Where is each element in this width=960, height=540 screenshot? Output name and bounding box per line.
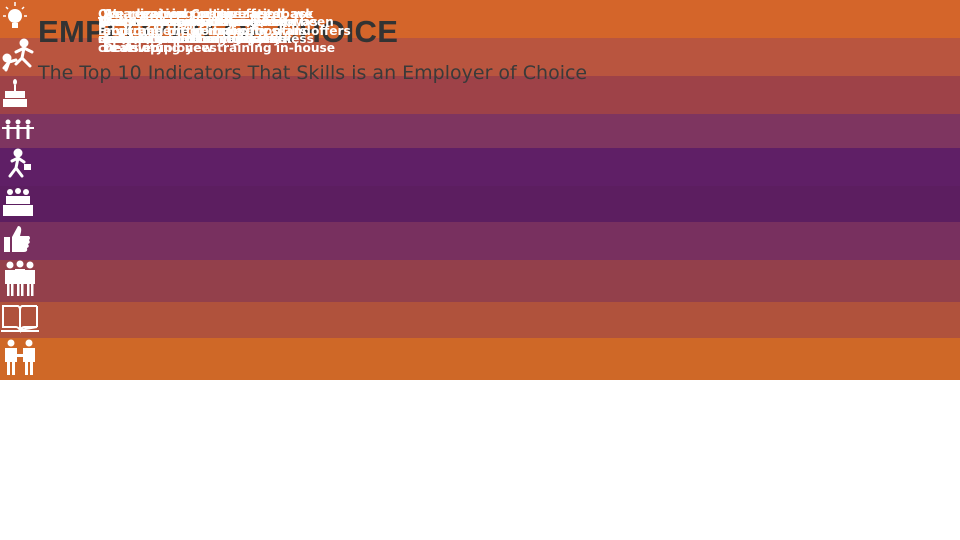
icon	[0, 222, 960, 260]
item-text: xx% skilled employees have been around fo…	[103, 14, 334, 48]
text-line: The Culture of skills is one of	[98, 15, 299, 29]
text-line: Skills have a positive	[98, 15, 244, 29]
text-line: friends and family to skills	[103, 32, 286, 46]
subtitle: The Top 10 Indicators That Skills is an …	[38, 62, 588, 84]
icon	[0, 186, 960, 222]
text-line: The people and colleagues	[98, 15, 282, 29]
text-line: Our turnover rate for 2018 was	[103, 15, 318, 29]
text-line: make it fun to come to work	[98, 32, 292, 46]
item-text: Skills have a positive reputation in the …	[98, 14, 281, 48]
card: Skills have a positive reputation in the …	[0, 15, 960, 148]
text-line: We received positive feedback	[103, 6, 314, 21]
text-line: skills End up Coming Back!	[98, 32, 284, 46]
text-line: embrace the complexity of	[103, 23, 287, 38]
icon	[0, 338, 960, 380]
text-line: to its employees	[103, 40, 217, 55]
card: As a learning organization, we embrace th…	[0, 7, 960, 338]
card: We received positive feedback about all o…	[0, 7, 960, 260]
title: EMPLOYER OF CHOICE	[38, 14, 399, 49]
text-line: about all of the training skills offers	[103, 23, 351, 38]
item-text: We received positive feedback about all o…	[103, 6, 351, 57]
card: The people and colleagues make it fun to …	[0, 15, 960, 114]
card: xx% skilled employees have been around fo…	[0, 15, 960, 222]
text-line: xx% skilled employees have been	[103, 15, 334, 29]
card: Employees refer their friends and family …	[0, 15, 960, 380]
text-line: Organization Culture faster as	[98, 6, 307, 21]
item-text: The people and colleagues make it fun to …	[98, 14, 292, 48]
text-line: reputation in the company	[98, 32, 281, 46]
item-text: The Culture of skills is one of creativit…	[98, 14, 314, 48]
item-text: Many Employees who leave skills End up Co…	[98, 14, 287, 48]
text-line: creativity trust and playfulness	[98, 32, 314, 46]
text-line: Employees refer their	[103, 15, 253, 29]
card: Organization Culture faster as Environmen…	[0, 0, 960, 55]
icon	[0, 0, 960, 38]
text-line: Developing new training in-house	[103, 40, 336, 55]
text-line: creativity	[98, 40, 164, 55]
item-text: As a learning organization, we embrace th…	[103, 6, 335, 57]
card: Our turnover rate for 2018 was only xx%	[0, 15, 960, 302]
text-line: only xx%	[103, 32, 165, 46]
text-line: around for at least 5 years!	[103, 32, 293, 46]
icon	[0, 114, 960, 148]
card: The Culture of skills is one of creativit…	[0, 15, 960, 76]
card: Many Employees who leave skills End up Co…	[0, 15, 960, 186]
icon	[0, 302, 960, 338]
icon	[0, 260, 960, 302]
icon	[0, 38, 960, 76]
text-line: As a learning organization, we	[103, 6, 313, 21]
item-text: Our turnover rate for 2018 was only xx%	[103, 14, 318, 48]
icon	[0, 76, 960, 114]
icon	[0, 148, 960, 186]
item-text: Employees refer their friends and family …	[103, 14, 286, 48]
text-line: Environment of innovation and	[98, 23, 311, 38]
item-text: Organization Culture faster as Environmen…	[98, 6, 311, 57]
text-line: Many Employees who leave	[98, 15, 287, 29]
